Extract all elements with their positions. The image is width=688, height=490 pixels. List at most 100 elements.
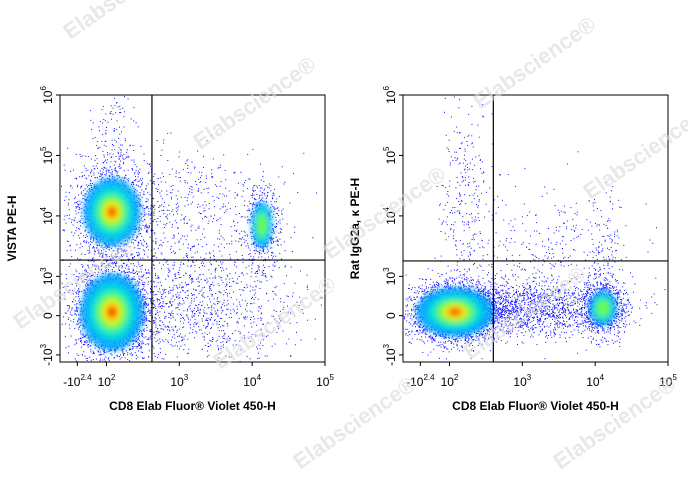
event-dot (74, 327, 76, 329)
event-dot (156, 310, 158, 312)
event-dot (146, 207, 148, 208)
event-dot (101, 273, 103, 275)
event-dot (80, 340, 82, 342)
event-dot (100, 354, 102, 356)
event-dot (111, 172, 113, 174)
event-dot (94, 265, 96, 267)
event-dot (273, 211, 275, 212)
event-dot (150, 289, 152, 290)
event-dot (159, 262, 161, 264)
event-dot (147, 338, 149, 340)
event-dot (106, 172, 107, 174)
event-dot (157, 191, 158, 192)
event-dot (107, 358, 109, 360)
event-dot (140, 330, 142, 332)
event-dot (77, 307, 79, 309)
event-dot (150, 298, 152, 300)
event-dot (251, 238, 253, 239)
event-dot (112, 175, 114, 177)
event-dot (75, 291, 77, 293)
event-dot (244, 235, 246, 237)
event-dot (88, 266, 90, 268)
event-dot (149, 180, 151, 182)
event-dot (80, 338, 81, 339)
event-dot (141, 334, 142, 336)
event-dot (275, 240, 277, 242)
event-dot (87, 169, 89, 171)
event-dot (141, 217, 142, 219)
event-dot (65, 191, 67, 193)
event-dot (125, 252, 127, 254)
event-dot (76, 206, 78, 208)
event-dot (99, 354, 101, 355)
event-dot (71, 314, 73, 316)
event-dot (105, 159, 107, 161)
event-dot (80, 319, 82, 321)
event-dot (108, 265, 110, 267)
event-dot (265, 260, 266, 262)
event-dot (118, 158, 120, 160)
event-dot (139, 347, 141, 349)
event-dot (117, 249, 119, 251)
event-dot (136, 341, 137, 343)
event-dot (162, 264, 164, 266)
event-dot (253, 256, 255, 258)
event-dot (130, 348, 131, 350)
event-dot (103, 144, 105, 146)
event-dot (124, 267, 126, 269)
event-dot (148, 213, 150, 215)
event-dot (117, 255, 119, 257)
event-dot (242, 237, 243, 239)
event-dot (92, 240, 94, 242)
event-dot (127, 155, 129, 157)
event-dot (135, 281, 137, 283)
event-dot (251, 203, 253, 205)
event-dot (121, 255, 122, 256)
event-dot (82, 155, 84, 157)
event-dot (103, 154, 105, 156)
event-dot (141, 352, 143, 353)
event-dot (82, 198, 84, 200)
event-dot (120, 154, 122, 156)
event-dot (145, 304, 147, 306)
event-dot (82, 265, 84, 267)
event-dot (271, 210, 273, 212)
event-dot (90, 275, 92, 276)
event-dot (68, 218, 70, 219)
event-dot (145, 313, 147, 315)
event-dot (147, 281, 149, 283)
event-dot (90, 236, 92, 238)
event-dot (127, 258, 129, 260)
event-dot (271, 238, 273, 240)
event-dot (135, 358, 137, 360)
event-dot (140, 212, 142, 214)
event-dot (242, 258, 244, 260)
event-dot (132, 182, 134, 184)
event-dot (134, 176, 136, 178)
event-dot (93, 239, 94, 241)
event-dot (98, 245, 100, 246)
event-dot (130, 239, 132, 241)
event-dot (132, 169, 134, 171)
event-dot (136, 270, 138, 272)
event-dot (143, 302, 145, 304)
event-dot (150, 230, 152, 232)
event-dot (142, 264, 143, 266)
event-dot (140, 204, 141, 205)
event-dot (275, 208, 277, 210)
event-dot (163, 139, 165, 141)
event-dot (259, 190, 261, 192)
event-dot (137, 283, 139, 285)
event-dot (267, 191, 269, 193)
event-dot (252, 205, 254, 207)
event-dot (78, 228, 79, 229)
event-dot (109, 172, 111, 174)
event-dot (153, 205, 155, 207)
event-dot (80, 185, 82, 187)
event-dot (90, 359, 92, 361)
event-dot (264, 275, 266, 276)
event-dot (84, 344, 86, 346)
event-dot (258, 266, 260, 268)
event-dot (82, 266, 84, 268)
event-dot (80, 341, 81, 343)
